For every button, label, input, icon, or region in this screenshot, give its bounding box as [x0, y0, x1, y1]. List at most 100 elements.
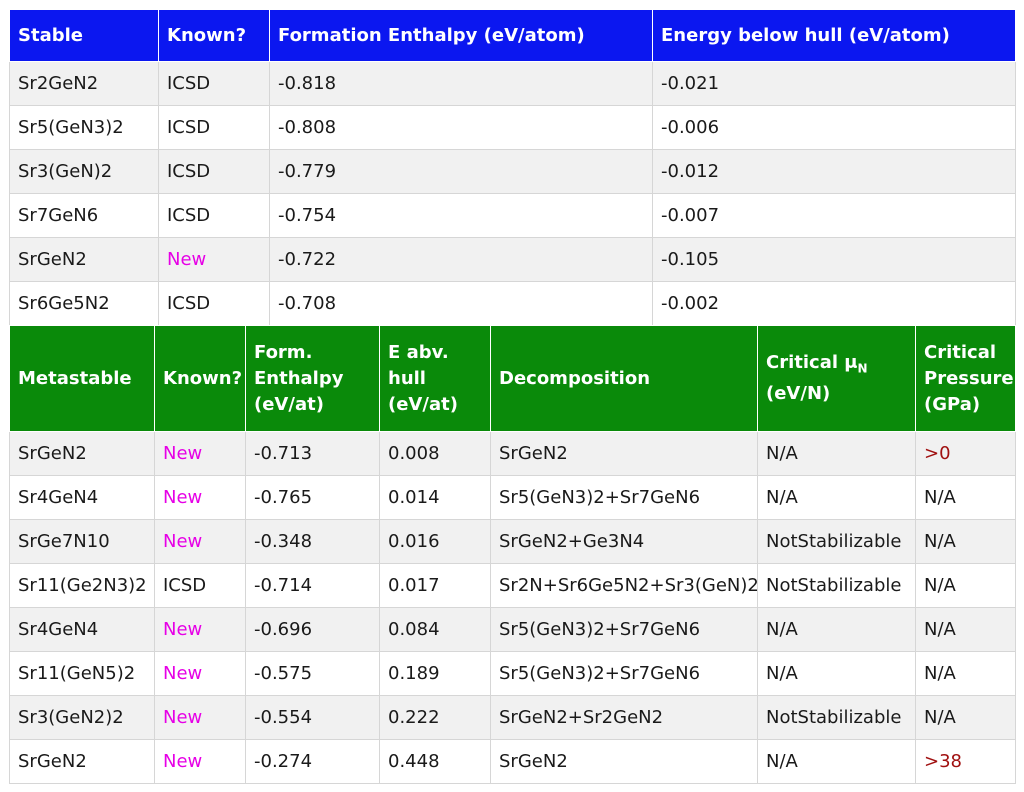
known-cell: New: [154, 431, 246, 476]
table-row: Sr3(GeN2)2 New -0.554 0.222 SrGeN2+Sr2GeN2 No…: [9, 695, 1016, 740]
table-row: Sr11(GeN5)2 New -0.575 0.189 Sr5(GeN3)2+Sr7G…: [9, 651, 1016, 696]
decomposition-cell: Sr5(GeN3)2+Sr7GeN6: [490, 607, 758, 652]
form-enthalpy-cell: -0.575: [245, 651, 380, 696]
e-above-hull-cell: 0.017: [379, 563, 491, 608]
known-cell: ICSD: [158, 193, 270, 238]
formula-cell: Sr4GeN4: [9, 475, 155, 520]
critical-pressure-cell: N/A: [915, 475, 1016, 520]
table-row: Sr5(GeN3)2 ICSD -0.808 -0.006: [9, 105, 1016, 150]
table-row: SrGe7N10 New -0.348 0.016 SrGeN2+Ge3N4 NotSta…: [9, 519, 1016, 564]
header-critical-pressure: Critical Pressure (GPa): [915, 325, 1016, 432]
header-form-enthalpy: Form. Enthalpy (eV/at): [245, 325, 380, 432]
e-above-hull-cell: 0.008: [379, 431, 491, 476]
energy-below-hull-cell: -0.021: [652, 61, 1016, 106]
header-decomposition: Decomposition: [490, 325, 758, 432]
table-row: Sr4GeN4 New -0.765 0.014 Sr5(GeN3)2+Sr7GeN6 N…: [9, 475, 1016, 520]
header-energy-below-hull: Energy below hull (eV/atom): [652, 9, 1016, 62]
header-stable: Stable: [9, 9, 159, 62]
formula-cell: Sr7GeN6: [9, 193, 159, 238]
decomposition-cell: Sr2N+Sr6Ge5N2+Sr3(GeN)2: [490, 563, 758, 608]
decomposition-cell: SrGeN2+Ge3N4: [490, 519, 758, 564]
form-enthalpy-cell: -0.713: [245, 431, 380, 476]
metastable-compounds-table: Metastable Known? Form. Enthalpy (eV/at)…: [9, 325, 1016, 784]
formation-enthalpy-cell: -0.708: [269, 281, 653, 326]
known-cell: New: [154, 651, 246, 696]
known-cell: ICSD: [158, 281, 270, 326]
formula-cell: Sr3(GeN2)2: [9, 695, 155, 740]
header-critical-mu: Critical μN (eV/N): [757, 325, 916, 432]
formula-cell: SrGeN2: [9, 739, 155, 784]
e-above-hull-cell: 0.014: [379, 475, 491, 520]
formula-cell: SrGeN2: [9, 431, 155, 476]
known-cell: New: [154, 607, 246, 652]
table-row: Sr2GeN2 ICSD -0.818 -0.021: [9, 61, 1016, 106]
known-cell: New: [158, 237, 270, 282]
critical-mu-cell: N/A: [757, 475, 916, 520]
table-row: Sr7GeN6 ICSD -0.754 -0.007: [9, 193, 1016, 238]
formula-cell: Sr4GeN4: [9, 607, 155, 652]
critical-mu-cell: N/A: [757, 739, 916, 784]
critical-mu-cell: N/A: [757, 651, 916, 696]
critical-pressure-cell: >38: [915, 739, 1016, 784]
decomposition-cell: SrGeN2: [490, 739, 758, 784]
e-above-hull-cell: 0.222: [379, 695, 491, 740]
decomposition-cell: Sr5(GeN3)2+Sr7GeN6: [490, 475, 758, 520]
formula-cell: SrGe7N10: [9, 519, 155, 564]
energy-below-hull-cell: -0.012: [652, 149, 1016, 194]
critical-pressure-cell: N/A: [915, 695, 1016, 740]
known-cell: New: [154, 695, 246, 740]
known-cell: New: [154, 475, 246, 520]
table-row: SrGeN2 New -0.274 0.448 SrGeN2 N/A >38: [9, 739, 1016, 784]
energy-below-hull-cell: -0.002: [652, 281, 1016, 326]
critical-mu-cell: N/A: [757, 607, 916, 652]
form-enthalpy-cell: -0.696: [245, 607, 380, 652]
critical-mu-cell: NotStabilizable: [757, 519, 916, 564]
form-enthalpy-cell: -0.274: [245, 739, 380, 784]
known-cell: ICSD: [158, 105, 270, 150]
table-row: Sr11(Ge2N3)2 ICSD -0.714 0.017 Sr2N+Sr6Ge5N2…: [9, 563, 1016, 608]
header-metastable: Metastable: [9, 325, 155, 432]
formation-enthalpy-cell: -0.754: [269, 193, 653, 238]
critical-pressure-cell: N/A: [915, 607, 1016, 652]
formula-cell: Sr11(GeN5)2: [9, 651, 155, 696]
formula-cell: Sr6Ge5N2: [9, 281, 159, 326]
formula-cell: Sr5(GeN3)2: [9, 105, 159, 150]
e-above-hull-cell: 0.084: [379, 607, 491, 652]
energy-below-hull-cell: -0.006: [652, 105, 1016, 150]
formula-cell: Sr11(Ge2N3)2: [9, 563, 155, 608]
decomposition-cell: SrGeN2: [490, 431, 758, 476]
energy-below-hull-cell: -0.007: [652, 193, 1016, 238]
energy-below-hull-cell: -0.105: [652, 237, 1016, 282]
table-row: SrGeN2 New -0.713 0.008 SrGeN2 N/A >0: [9, 431, 1016, 476]
critical-mu-cell: NotStabilizable: [757, 695, 916, 740]
known-cell: ICSD: [158, 149, 270, 194]
critical-pressure-cell: N/A: [915, 519, 1016, 564]
header-known: Known?: [154, 325, 246, 432]
known-cell: ICSD: [158, 61, 270, 106]
known-cell: New: [154, 739, 246, 784]
formation-enthalpy-cell: -0.818: [269, 61, 653, 106]
form-enthalpy-cell: -0.714: [245, 563, 380, 608]
e-above-hull-cell: 0.448: [379, 739, 491, 784]
table-header-row: Metastable Known? Form. Enthalpy (eV/at)…: [9, 325, 1016, 432]
known-cell: New: [154, 519, 246, 564]
header-formation-enthalpy: Formation Enthalpy (eV/atom): [269, 9, 653, 62]
e-above-hull-cell: 0.016: [379, 519, 491, 564]
decomposition-cell: SrGeN2+Sr2GeN2: [490, 695, 758, 740]
e-above-hull-cell: 0.189: [379, 651, 491, 696]
table-row: Sr4GeN4 New -0.696 0.084 Sr5(GeN3)2+Sr7GeN6 N…: [9, 607, 1016, 652]
critical-pressure-cell: N/A: [915, 563, 1016, 608]
critical-pressure-cell: N/A: [915, 651, 1016, 696]
table-row: SrGeN2 New -0.722 -0.105: [9, 237, 1016, 282]
known-cell: ICSD: [154, 563, 246, 608]
table-row: Sr6Ge5N2 ICSD -0.708 -0.002: [9, 281, 1016, 326]
critical-mu-cell: NotStabilizable: [757, 563, 916, 608]
form-enthalpy-cell: -0.765: [245, 475, 380, 520]
critical-pressure-cell: >0: [915, 431, 1016, 476]
formula-cell: SrGeN2: [9, 237, 159, 282]
header-e-above-hull: E abv. hull (eV/at): [379, 325, 491, 432]
form-enthalpy-cell: -0.554: [245, 695, 380, 740]
stable-compounds-table: Stable Known? Formation Enthalpy (eV/ato…: [9, 9, 1016, 326]
formation-enthalpy-cell: -0.779: [269, 149, 653, 194]
formula-cell: Sr2GeN2: [9, 61, 159, 106]
